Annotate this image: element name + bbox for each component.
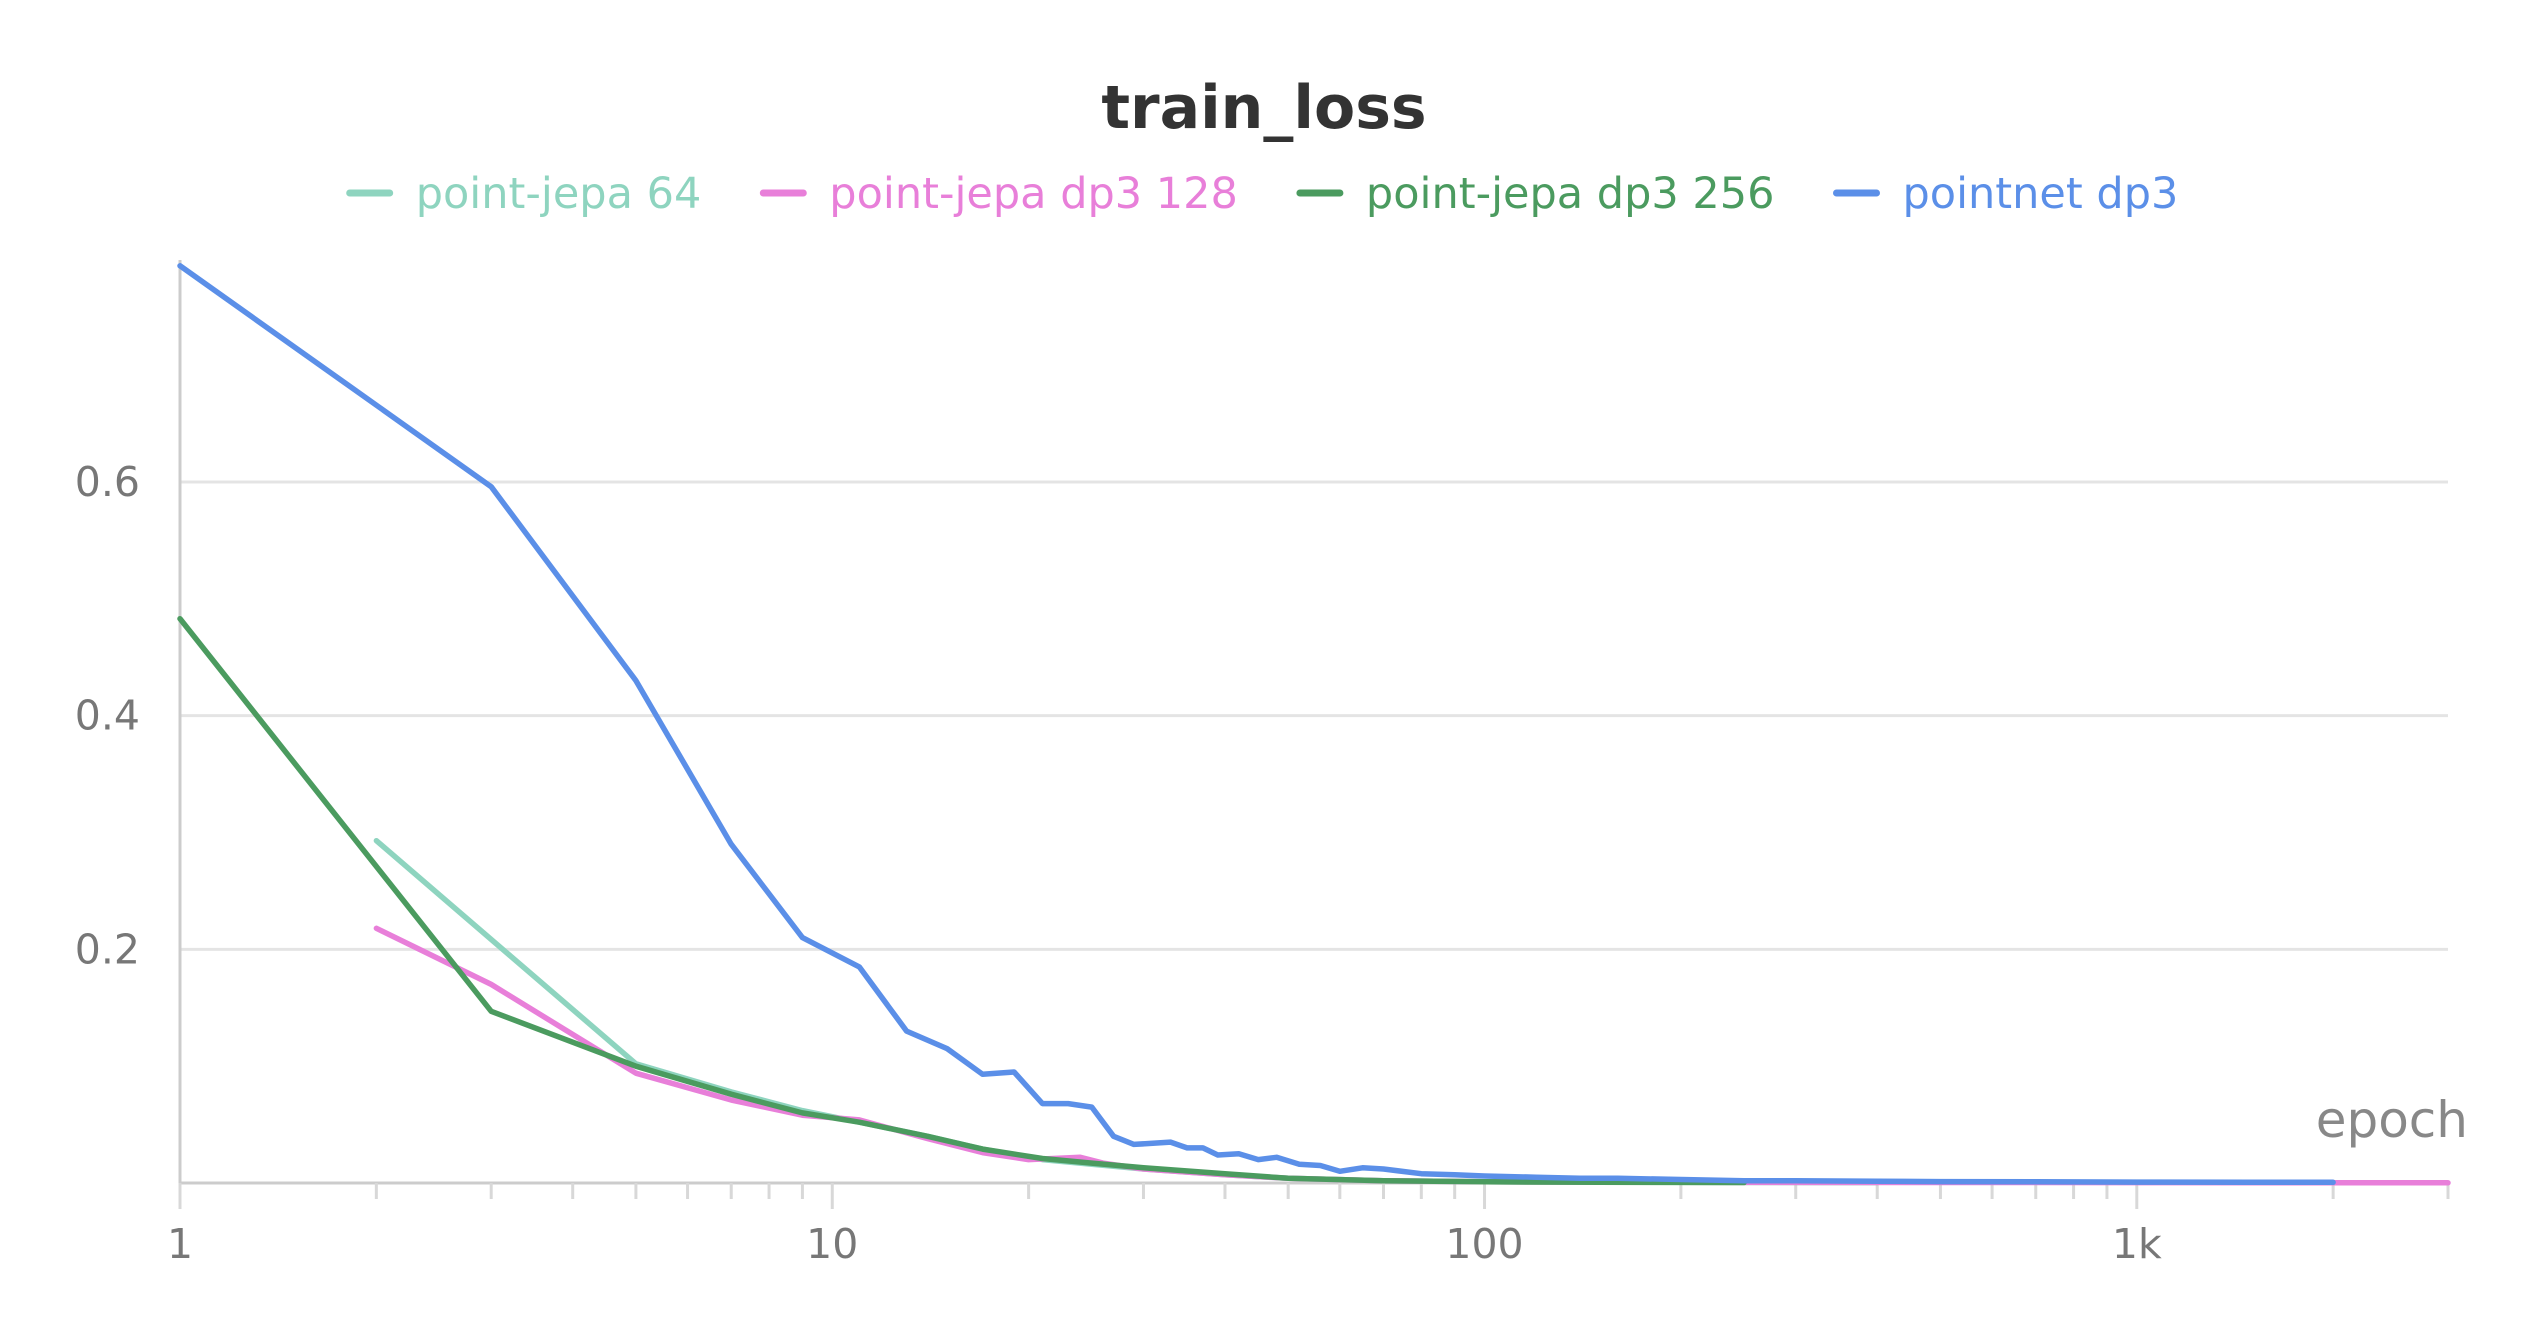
x-tick-label: 10 <box>806 1220 858 1268</box>
legend: point-jepa 64 point-jepa dp3 128 point-jep… <box>346 169 2179 219</box>
grid-lines <box>180 480 2448 951</box>
series-line <box>373 837 1880 1186</box>
x-axis-label: epoch <box>2316 1091 2468 1149</box>
axes: 0.2 0.4 0.6 1 10 100 1k <box>75 260 2450 1268</box>
series-layer <box>177 263 2451 1186</box>
series-line <box>177 263 2336 1186</box>
legend-label: pointnet dp3 <box>1903 169 2179 219</box>
x-tick-label: 1k <box>2112 1220 2162 1268</box>
y-tick-label: 0.2 <box>75 925 140 973</box>
y-tick-label: 0.6 <box>75 458 140 506</box>
x-tick-label: 1 <box>167 1220 193 1268</box>
legend-item: point-jepa dp3 256 <box>1296 169 1775 219</box>
legend-label: point-jepa dp3 128 <box>829 169 1238 219</box>
legend-label: point-jepa 64 <box>416 169 702 219</box>
series-line <box>177 615 1747 1186</box>
y-tick-label: 0.4 <box>75 692 140 740</box>
x-tick-label: 100 <box>1445 1220 1523 1268</box>
legend-item: pointnet dp3 <box>1833 169 2179 219</box>
legend-item: point-jepa dp3 128 <box>759 169 1238 219</box>
series-line <box>373 925 2451 1186</box>
chart-title: train_loss <box>1101 73 1426 143</box>
legend-item: point-jepa 64 <box>346 169 702 219</box>
legend-label: point-jepa dp3 256 <box>1366 169 1775 219</box>
